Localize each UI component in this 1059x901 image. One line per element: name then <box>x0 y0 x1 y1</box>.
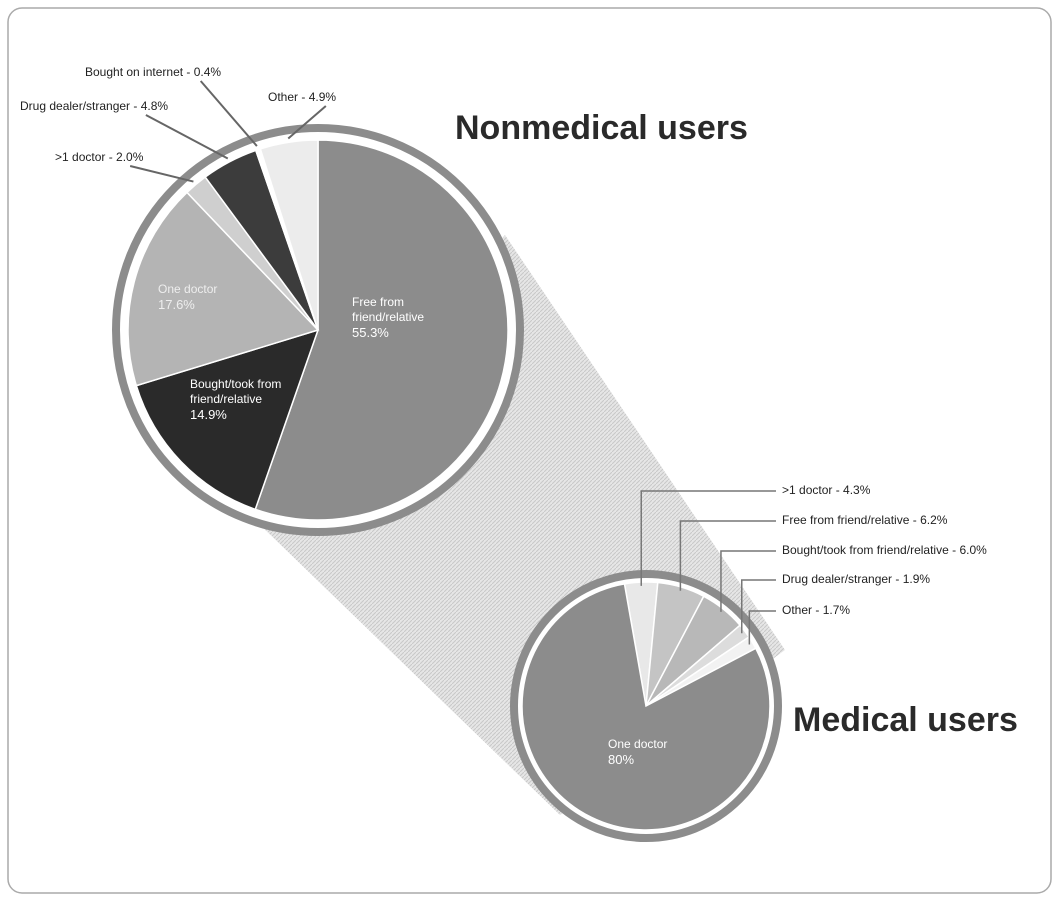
separator: - <box>949 543 960 557</box>
separator: - <box>105 150 116 164</box>
label-line: friend/relative <box>352 310 424 324</box>
pie-slice <box>135 328 320 511</box>
value-label: 0.4% <box>194 65 222 79</box>
category-label: >1 doctor <box>55 150 105 164</box>
slice-label: Bought/took from friend/relative 14.9% <box>190 377 281 422</box>
slice-label: One doctor 80% <box>608 737 667 767</box>
leader-line <box>679 520 776 591</box>
category-label: Free from friend/relative <box>782 513 910 527</box>
category-label: Bought/took from friend/relative <box>190 377 281 406</box>
category-label: Drug dealer/stranger <box>782 572 892 586</box>
separator: - <box>812 603 823 617</box>
separator: - <box>909 513 920 527</box>
separator: - <box>832 483 843 497</box>
leader-line <box>287 105 327 140</box>
pie-slice <box>127 191 320 387</box>
pie-slice <box>521 583 771 831</box>
leader-line <box>145 114 229 160</box>
separator: - <box>183 65 194 79</box>
category-label: One doctor <box>608 737 667 751</box>
separator: - <box>298 90 309 104</box>
value-label: 17.6% <box>158 297 195 312</box>
leader-line <box>741 579 776 634</box>
label-line: friend/relative <box>190 392 262 406</box>
slice-label: One doctor 17.6% <box>158 282 217 312</box>
label-line: One doctor <box>608 737 667 751</box>
leader-line <box>640 490 776 586</box>
value-label: 4.9% <box>309 90 337 104</box>
slice-label: >1 doctor - 2.0% <box>55 150 144 164</box>
category-label: One doctor <box>158 282 217 296</box>
value-label: 55.3% <box>352 325 389 340</box>
leader-line <box>199 80 258 147</box>
leader-line <box>720 550 776 612</box>
label-line: One doctor <box>158 282 217 296</box>
value-label: 2.0% <box>116 150 144 164</box>
slice-label: Free from friend/relative 55.3% <box>352 295 424 340</box>
category-label: Other <box>268 90 298 104</box>
value-label: 80% <box>608 752 634 767</box>
leader-line <box>748 610 776 645</box>
slice-label: Drug dealer/stranger - 4.8% <box>20 99 168 113</box>
slice-label: Bought/took from friend/relative - 6.0% <box>782 543 987 557</box>
value-label: 4.3% <box>843 483 871 497</box>
slice-label: >1 doctor - 4.3% <box>782 483 871 497</box>
label-line: Free from <box>352 295 404 309</box>
category-label: >1 doctor <box>782 483 832 497</box>
category-label: Bought on internet <box>85 65 184 79</box>
slice-label: Other - 4.9% <box>268 90 336 104</box>
category-label: Free from friend/relative <box>352 295 424 324</box>
value-label: 6.0% <box>959 543 987 557</box>
category-label: Bought/took from friend/relative <box>782 543 949 557</box>
value-label: 1.7% <box>823 603 851 617</box>
category-label: Other <box>782 603 812 617</box>
chart-title: Medical users <box>793 701 1018 739</box>
separator: - <box>892 572 903 586</box>
pies: Free from friend/relative 55.3%Bought/took… <box>20 65 987 842</box>
slice-label: Other - 1.7% <box>782 603 850 617</box>
leader-line <box>129 165 194 183</box>
separator: - <box>130 99 141 113</box>
category-label: Drug dealer/stranger <box>20 99 130 113</box>
label-line: Bought/took from <box>190 377 281 391</box>
pie-slice <box>259 139 319 331</box>
chart-title: Nonmedical users <box>455 109 748 147</box>
value-label: 6.2% <box>920 513 948 527</box>
slice-label: Drug dealer/stranger - 1.9% <box>782 572 930 586</box>
value-label: 4.8% <box>141 99 169 113</box>
slice-label: Free from friend/relative - 6.2% <box>782 513 948 527</box>
slice-label: Bought on internet - 0.4% <box>85 65 221 79</box>
value-label: 14.9% <box>190 407 227 422</box>
value-label: 1.9% <box>903 572 931 586</box>
